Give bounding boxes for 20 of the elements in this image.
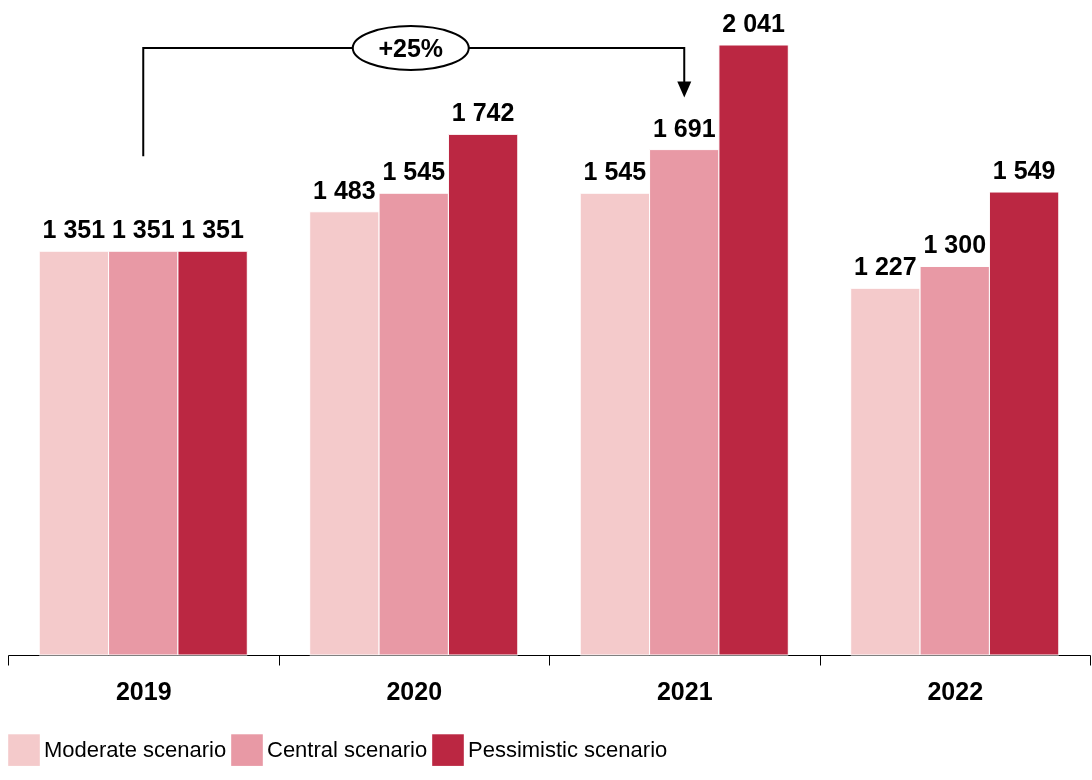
x-tick-label: 2019: [115, 676, 172, 705]
data-label: 1 545: [583, 157, 647, 186]
annotation: +25%: [378, 34, 444, 62]
x-tick-label: 2022: [927, 676, 984, 705]
legend-label: Central scenario: [267, 737, 428, 763]
legend-label: Pessimistic scenario: [468, 737, 668, 763]
data-label: 1 545: [382, 157, 446, 186]
x-tick-label: 2020: [386, 676, 443, 705]
data-label: 1 549: [992, 156, 1056, 185]
x-tick-label: 2021: [656, 676, 713, 705]
data-label: 1 300: [923, 230, 987, 259]
data-label: 2 041: [722, 9, 785, 37]
data-label: 1 691: [652, 113, 716, 142]
data-label: 1 742: [451, 98, 515, 127]
data-label: 1 351: [181, 215, 244, 244]
data-label: 1 351: [42, 215, 106, 244]
data-label: 1 351: [111, 215, 175, 244]
data-label: 1 483: [313, 175, 376, 204]
data-label: 1 227: [854, 252, 917, 281]
legend-label: Moderate scenario: [44, 737, 227, 763]
